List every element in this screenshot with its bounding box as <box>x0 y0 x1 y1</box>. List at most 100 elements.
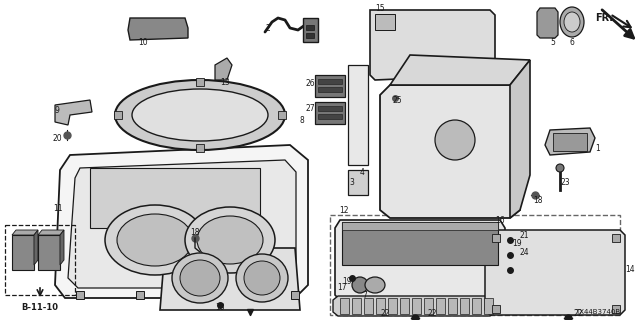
FancyBboxPatch shape <box>376 298 385 314</box>
FancyBboxPatch shape <box>492 305 500 313</box>
Ellipse shape <box>244 261 280 295</box>
Text: 21: 21 <box>519 230 529 239</box>
FancyBboxPatch shape <box>612 305 620 313</box>
Text: 17: 17 <box>337 284 347 292</box>
Ellipse shape <box>172 253 228 303</box>
FancyBboxPatch shape <box>306 25 314 30</box>
Text: 15: 15 <box>375 4 385 12</box>
Ellipse shape <box>185 207 275 273</box>
FancyBboxPatch shape <box>90 168 260 228</box>
FancyBboxPatch shape <box>348 170 368 195</box>
Polygon shape <box>375 14 395 30</box>
FancyBboxPatch shape <box>306 33 314 38</box>
FancyBboxPatch shape <box>553 133 587 151</box>
FancyBboxPatch shape <box>76 291 84 299</box>
FancyBboxPatch shape <box>318 79 342 84</box>
Text: 19: 19 <box>342 277 352 286</box>
Text: 19: 19 <box>512 238 522 247</box>
Text: 24: 24 <box>519 247 529 257</box>
Ellipse shape <box>560 7 584 37</box>
Ellipse shape <box>556 164 564 172</box>
FancyBboxPatch shape <box>484 298 493 314</box>
FancyBboxPatch shape <box>460 298 469 314</box>
FancyBboxPatch shape <box>472 298 481 314</box>
Polygon shape <box>160 248 300 310</box>
Text: 22: 22 <box>428 309 436 318</box>
Polygon shape <box>215 58 232 80</box>
Text: 12: 12 <box>339 205 349 214</box>
FancyBboxPatch shape <box>318 106 342 111</box>
FancyBboxPatch shape <box>114 111 122 119</box>
Text: 14: 14 <box>625 266 635 275</box>
Polygon shape <box>348 65 368 165</box>
FancyBboxPatch shape <box>340 298 349 314</box>
Text: 13: 13 <box>220 77 230 86</box>
Polygon shape <box>12 230 38 235</box>
Text: 16: 16 <box>495 215 505 225</box>
Ellipse shape <box>236 254 288 302</box>
FancyBboxPatch shape <box>388 298 397 314</box>
FancyBboxPatch shape <box>38 235 60 270</box>
Ellipse shape <box>180 260 220 296</box>
FancyBboxPatch shape <box>412 298 421 314</box>
Polygon shape <box>342 222 498 265</box>
Polygon shape <box>55 100 92 125</box>
Polygon shape <box>34 230 38 265</box>
Text: 1: 1 <box>596 143 600 153</box>
Ellipse shape <box>435 120 475 160</box>
Text: 4: 4 <box>360 167 364 177</box>
Text: 18: 18 <box>533 196 543 204</box>
Polygon shape <box>55 145 308 298</box>
Text: 6: 6 <box>570 37 575 46</box>
Text: 26: 26 <box>305 78 315 87</box>
Text: 3: 3 <box>349 178 355 187</box>
Polygon shape <box>390 55 530 85</box>
Polygon shape <box>335 220 505 300</box>
FancyBboxPatch shape <box>278 111 286 119</box>
FancyBboxPatch shape <box>291 291 299 299</box>
Text: 22: 22 <box>573 309 583 318</box>
FancyBboxPatch shape <box>256 291 264 299</box>
FancyBboxPatch shape <box>400 298 409 314</box>
Polygon shape <box>537 8 558 38</box>
FancyBboxPatch shape <box>436 298 445 314</box>
Polygon shape <box>510 60 530 218</box>
Text: 7: 7 <box>363 291 367 300</box>
FancyBboxPatch shape <box>318 114 342 119</box>
Ellipse shape <box>117 214 193 266</box>
Polygon shape <box>128 18 188 40</box>
Polygon shape <box>342 222 498 230</box>
Ellipse shape <box>564 12 580 32</box>
Text: 5: 5 <box>550 37 556 46</box>
Text: 22: 22 <box>380 309 390 318</box>
Ellipse shape <box>132 89 268 141</box>
FancyBboxPatch shape <box>352 298 361 314</box>
Polygon shape <box>60 230 64 265</box>
Polygon shape <box>485 230 625 315</box>
FancyBboxPatch shape <box>315 102 345 124</box>
Ellipse shape <box>115 80 285 150</box>
Polygon shape <box>545 128 595 155</box>
Text: 2: 2 <box>266 23 270 33</box>
Ellipse shape <box>365 277 385 293</box>
Polygon shape <box>303 18 318 42</box>
Ellipse shape <box>105 205 205 275</box>
Text: 20: 20 <box>52 133 62 142</box>
Polygon shape <box>370 10 495 80</box>
Text: 11: 11 <box>53 204 63 212</box>
Ellipse shape <box>197 216 263 264</box>
FancyBboxPatch shape <box>492 234 500 242</box>
Text: 9: 9 <box>54 106 60 115</box>
FancyBboxPatch shape <box>315 75 345 97</box>
Polygon shape <box>333 296 495 316</box>
Text: 25: 25 <box>392 95 402 105</box>
FancyBboxPatch shape <box>364 298 373 314</box>
Text: 8: 8 <box>300 116 305 124</box>
FancyBboxPatch shape <box>424 298 433 314</box>
Text: 18: 18 <box>215 303 225 313</box>
FancyBboxPatch shape <box>196 291 204 299</box>
FancyBboxPatch shape <box>318 87 342 92</box>
FancyBboxPatch shape <box>448 298 457 314</box>
FancyBboxPatch shape <box>136 291 144 299</box>
FancyBboxPatch shape <box>12 235 34 270</box>
